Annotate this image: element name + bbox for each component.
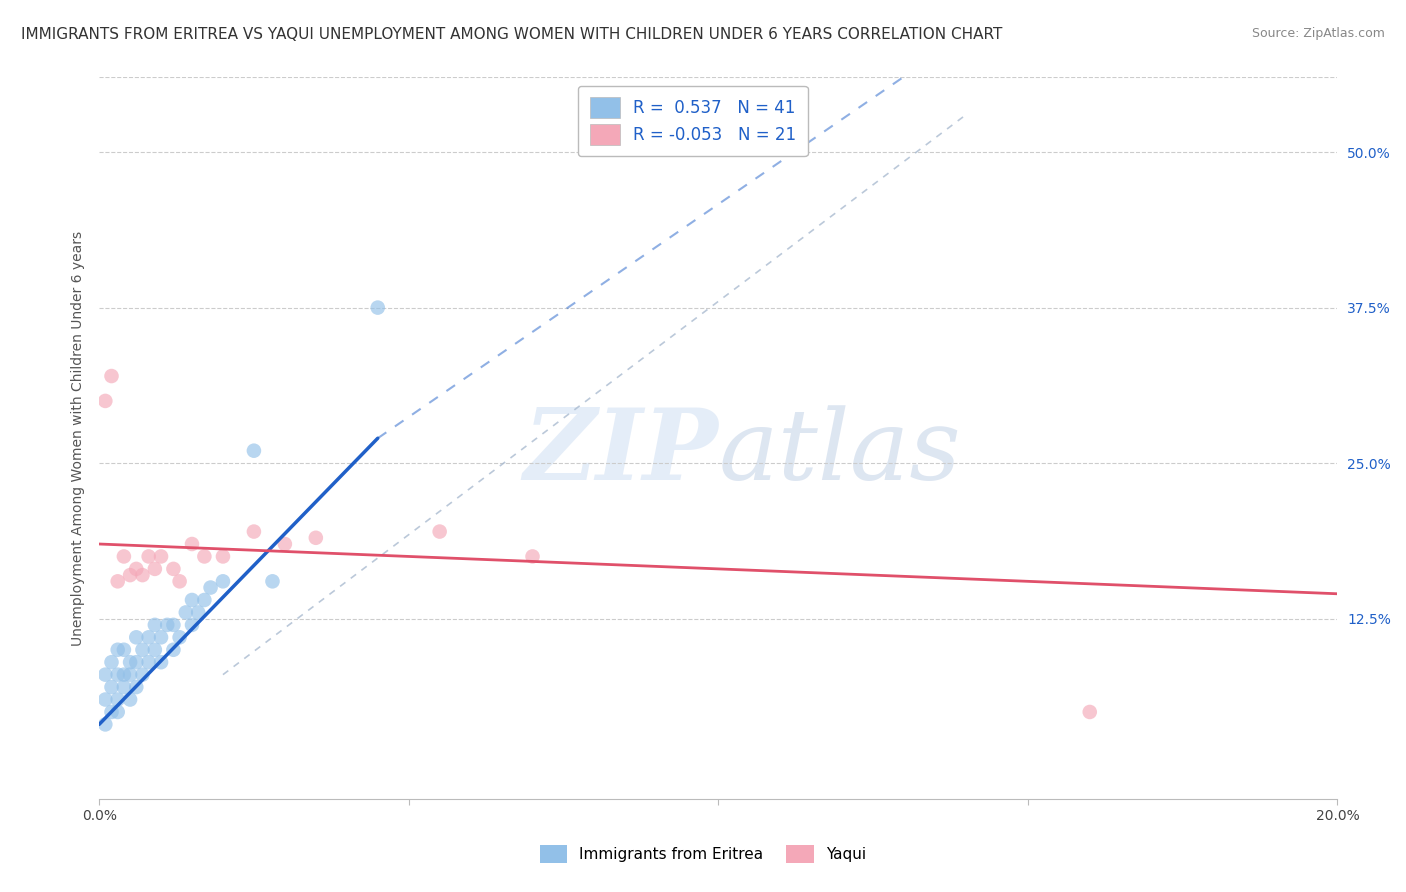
- Point: [125, 680, 148, 694]
- Point: [112, 680, 135, 694]
- Point: [131, 667, 153, 681]
- Point: [150, 655, 173, 669]
- Point: [100, 680, 122, 694]
- Point: [150, 630, 173, 644]
- Point: [243, 524, 266, 539]
- Point: [112, 667, 135, 681]
- Point: [107, 642, 129, 657]
- Point: [200, 581, 222, 595]
- Point: [522, 549, 544, 564]
- Legend: R =  0.537   N = 41, R = -0.053   N = 21: R = 0.537 N = 41, R = -0.053 N = 21: [578, 86, 808, 156]
- Point: [94, 717, 117, 731]
- Text: ZIP: ZIP: [523, 404, 718, 501]
- Y-axis label: Unemployment Among Women with Children Under 6 years: Unemployment Among Women with Children U…: [72, 231, 86, 646]
- Point: [94, 692, 117, 706]
- Point: [169, 630, 191, 644]
- Point: [120, 655, 142, 669]
- Point: [367, 301, 389, 315]
- Legend: Immigrants from Eritrea, Yaqui: Immigrants from Eritrea, Yaqui: [527, 832, 879, 875]
- Point: [94, 393, 117, 408]
- Point: [100, 655, 122, 669]
- Point: [131, 642, 153, 657]
- Point: [138, 549, 160, 564]
- Point: [143, 562, 166, 576]
- Point: [120, 667, 142, 681]
- Point: [143, 642, 166, 657]
- Point: [107, 705, 129, 719]
- Text: atlas: atlas: [718, 405, 962, 500]
- Point: [125, 562, 148, 576]
- Point: [156, 618, 179, 632]
- Point: [125, 630, 148, 644]
- Point: [429, 524, 451, 539]
- Point: [100, 705, 122, 719]
- Point: [131, 568, 153, 582]
- Point: [193, 549, 215, 564]
- Point: [150, 549, 173, 564]
- Point: [112, 549, 135, 564]
- Point: [120, 692, 142, 706]
- Point: [212, 549, 235, 564]
- Point: [107, 667, 129, 681]
- Point: [100, 369, 122, 384]
- Point: [138, 655, 160, 669]
- Point: [162, 562, 184, 576]
- Point: [274, 537, 297, 551]
- Point: [305, 531, 328, 545]
- Point: [262, 574, 284, 589]
- Point: [120, 568, 142, 582]
- Point: [181, 537, 204, 551]
- Point: [181, 593, 204, 607]
- Point: [138, 630, 160, 644]
- Point: [181, 618, 204, 632]
- Text: Source: ZipAtlas.com: Source: ZipAtlas.com: [1251, 27, 1385, 40]
- Point: [174, 606, 197, 620]
- Point: [94, 667, 117, 681]
- Point: [107, 692, 129, 706]
- Point: [162, 642, 184, 657]
- Point: [143, 618, 166, 632]
- Point: [125, 655, 148, 669]
- Point: [1078, 705, 1101, 719]
- Point: [107, 574, 129, 589]
- Point: [243, 443, 266, 458]
- Point: [212, 574, 235, 589]
- Point: [169, 574, 191, 589]
- Point: [187, 606, 209, 620]
- Point: [193, 593, 215, 607]
- Point: [162, 618, 184, 632]
- Point: [112, 642, 135, 657]
- Text: IMMIGRANTS FROM ERITREA VS YAQUI UNEMPLOYMENT AMONG WOMEN WITH CHILDREN UNDER 6 : IMMIGRANTS FROM ERITREA VS YAQUI UNEMPLO…: [21, 27, 1002, 42]
